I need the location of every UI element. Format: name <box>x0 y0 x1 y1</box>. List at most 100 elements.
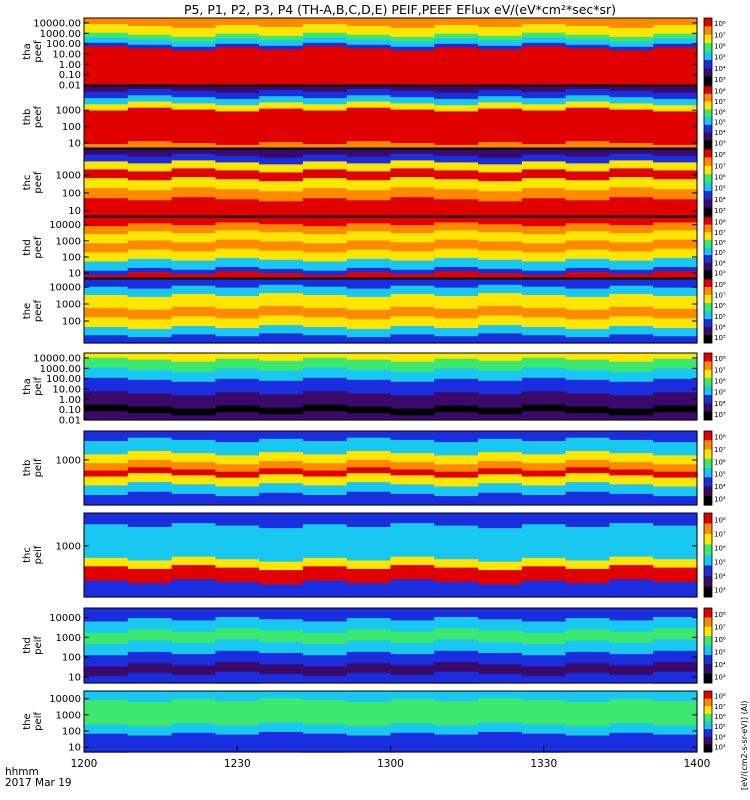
heatmap-cell <box>653 734 698 745</box>
heatmap-cell <box>653 296 698 310</box>
heatmap-cell <box>84 270 129 276</box>
heatmap-cell <box>653 496 698 506</box>
heatmap-cell <box>609 353 654 363</box>
heatmap-cell <box>521 46 567 84</box>
heatmap-cell <box>84 335 129 344</box>
heatmap-cell <box>478 461 523 469</box>
heatmap-cell <box>346 101 392 109</box>
heatmap-cell <box>521 470 567 478</box>
heatmap-cell <box>84 18 129 25</box>
heatmap-cell <box>302 742 348 753</box>
heatmap-cell <box>346 141 392 149</box>
colorbar-segment <box>704 468 712 478</box>
heatmap-cell <box>127 451 173 461</box>
heatmap-cell <box>346 618 392 630</box>
heatmap-cell <box>434 43 479 48</box>
colorbar-segment <box>704 440 712 451</box>
heatmap-cell <box>302 42 348 47</box>
heatmap-cell <box>127 369 173 381</box>
heatmap-cell <box>390 274 435 279</box>
heatmap-cell <box>609 453 654 463</box>
heatmap-cell <box>259 232 304 243</box>
heatmap-cell <box>127 267 173 273</box>
heatmap-cell <box>434 392 479 407</box>
heatmap-cell <box>653 111 698 142</box>
panel-label-bottom: peef <box>33 40 44 63</box>
heatmap-cell <box>653 86 698 94</box>
heatmap-cell <box>84 377 129 392</box>
heatmap-cell <box>302 91 348 99</box>
heatmap-cell <box>171 353 216 363</box>
heatmap-cell <box>215 608 260 618</box>
heatmap-cell <box>521 169 567 179</box>
heatmap-cell <box>84 485 129 496</box>
colorbar-tick-label: 10⁸ <box>714 517 726 525</box>
heatmap-cell <box>346 543 392 562</box>
colorbar-frame <box>703 148 713 217</box>
heatmap-cell <box>653 144 698 149</box>
heatmap-cell <box>127 141 173 149</box>
heatmap-cell <box>390 279 435 287</box>
heatmap-cell <box>478 137 523 143</box>
heatmap-cell <box>302 217 348 227</box>
heatmap-cell <box>171 251 216 262</box>
colorbar-segment <box>704 691 712 700</box>
heatmap-cell <box>346 608 392 619</box>
heatmap-cell <box>127 735 173 746</box>
heatmap-cell <box>565 543 610 562</box>
y-tick-label: 100 <box>62 253 81 264</box>
heatmap-cell <box>521 149 567 156</box>
heatmap-cell <box>259 394 304 409</box>
heatmap-cell <box>302 608 348 623</box>
colorbar-segment <box>704 403 712 413</box>
heatmap-cell <box>346 459 392 468</box>
colorbar-tick-label: 10⁵ <box>714 249 726 257</box>
y-tick-label: 1.00 <box>59 395 81 406</box>
heatmap-cell <box>259 90 304 97</box>
heatmap-cell <box>521 377 567 392</box>
heatmap-cell <box>565 473 610 483</box>
heatmap-cell <box>521 632 567 645</box>
heatmap-cell <box>478 217 523 225</box>
heatmap-cell <box>127 48 173 86</box>
heatmap-cell <box>215 559 260 569</box>
heatmap-cell <box>478 224 523 233</box>
colorbar-segment <box>704 101 712 110</box>
heatmap-cell <box>215 392 260 407</box>
panel-label-bottom: peef <box>33 105 44 128</box>
heatmap-cell <box>609 608 654 621</box>
heatmap-cell <box>434 576 479 583</box>
heatmap-cell <box>653 308 698 319</box>
colorbar-segment <box>704 140 712 149</box>
heatmap-cell <box>609 197 654 217</box>
heatmap-cell <box>215 47 260 85</box>
heatmap-cell <box>653 248 698 259</box>
colorbar-tick-label: 10⁴ <box>714 129 726 137</box>
heatmap-cell <box>609 138 654 144</box>
heatmap-cell <box>521 411 567 421</box>
colorbar-segment <box>704 617 712 628</box>
heatmap-cell <box>171 408 216 416</box>
colorbar-segment <box>704 239 712 248</box>
heatmap-cell <box>215 105 260 112</box>
heatmap-cell <box>259 468 304 475</box>
colorbar-segment <box>704 124 712 134</box>
colorbar-tick-label: 10⁴ <box>714 324 726 332</box>
heatmap-cell <box>478 653 523 665</box>
colorbar-segment <box>704 247 712 256</box>
heatmap-cell <box>653 217 698 224</box>
heatmap-cell <box>478 18 523 28</box>
heatmap-cell <box>434 230 479 241</box>
heatmap-cell <box>390 149 435 155</box>
colorbar-segment <box>704 232 712 241</box>
heatmap-cell <box>302 279 348 288</box>
heatmap-cell <box>521 217 567 227</box>
heatmap-cell <box>565 217 610 224</box>
heatmap-cell <box>215 257 260 268</box>
heatmap-cell <box>302 270 348 276</box>
heatmap-cell <box>259 224 304 233</box>
heatmap-cell <box>434 105 479 112</box>
colorbar-tick-label: 10³ <box>714 269 726 277</box>
heatmap-cell <box>653 179 698 190</box>
heatmap-cell <box>84 154 129 162</box>
